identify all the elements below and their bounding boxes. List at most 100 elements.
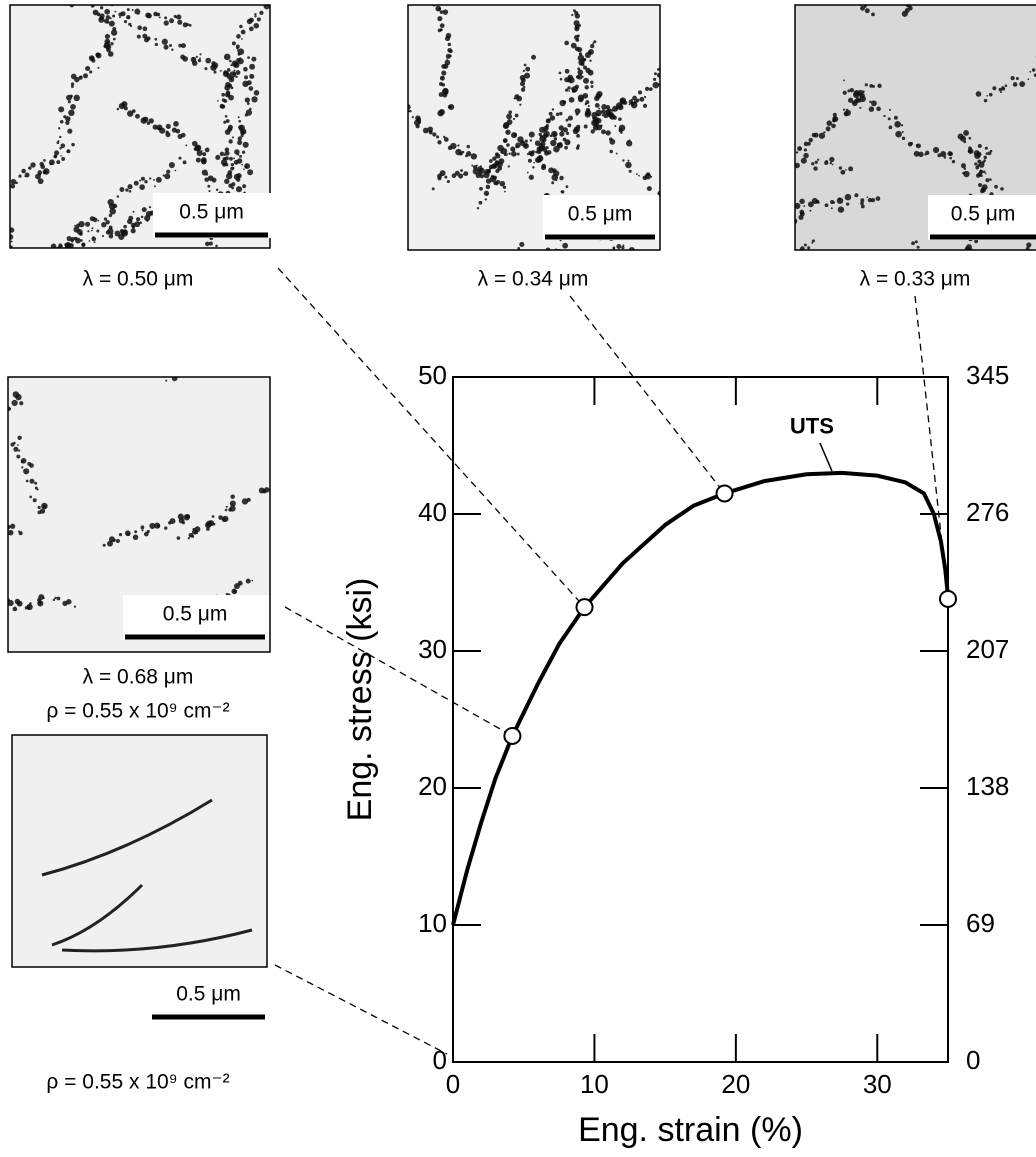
dislocation-cell-wall: [723, 234, 727, 238]
dislocation-cell-wall: [202, 152, 207, 157]
dislocation-cell-wall: [187, 537, 190, 540]
dislocation-cell-wall: [916, 245, 920, 249]
dislocation-cell-wall: [738, 161, 742, 165]
dislocation-cell-wall: [803, 152, 809, 159]
dislocation-cell-wall: [446, 341, 452, 347]
dislocation-cell-wall: [735, 328, 741, 334]
dislocation-cell-wall: [68, 250, 70, 252]
micrograph-border: [11, 734, 268, 968]
marker: [575, 598, 594, 617]
dislocation-cell-wall: [236, 153, 240, 156]
dislocation-cell-wall: [413, 333, 416, 336]
dislocation-cell-wall: [797, 315, 802, 320]
dislocation-cell-wall: [108, 213, 113, 218]
dislocation-cell-wall: [743, 232, 747, 236]
dislocation-cell-wall: [568, 97, 575, 103]
dislocation-cell-wall: [587, 104, 590, 108]
dislocation-cell-wall: [249, 63, 256, 70]
dislocation-cell-wall: [214, 252, 219, 257]
dislocation-cell-wall: [837, 206, 845, 213]
micrograph-texture: [297, 5, 660, 347]
dislocation-cell-wall: [134, 530, 138, 534]
x-tick-label: 30: [863, 1069, 892, 1099]
dislocation-cell-wall: [395, 100, 400, 105]
dislocation-cell-wall: [562, 242, 569, 249]
dislocation-cell-wall: [3, 403, 5, 405]
dislocation-cell-wall: [798, 297, 803, 302]
dislocation-cell-wall: [177, 513, 184, 520]
dislocation-cell-wall: [551, 181, 555, 185]
dislocation-cell-wall: [553, 132, 557, 137]
dislocation-cell-wall: [567, 115, 573, 121]
dislocation-cell-wall: [37, 600, 44, 607]
dislocation-cell-wall: [204, 177, 209, 182]
y-tick-label: 10: [418, 908, 447, 938]
dislocation-cell-wall: [65, 120, 70, 125]
dislocation-cell-wall: [567, 86, 571, 90]
dislocation-cell-wall: [1027, 78, 1030, 81]
dislocation-cell-wall: [842, 90, 847, 95]
dislocation-cell-wall: [792, 369, 797, 374]
dislocation-cell-wall: [119, 228, 125, 234]
dislocation-cell-wall: [259, 10, 264, 16]
scale-box: [543, 195, 659, 240]
dislocation-cell-wall: [415, 115, 421, 121]
dislocation-cell-wall: [60, 143, 66, 149]
dislocation-cell-wall: [225, 90, 231, 96]
dislocation-cell-wall: [444, 175, 448, 179]
dislocation-cell-wall: [670, 246, 675, 251]
dislocation-cell-wall: [237, 116, 240, 119]
dislocation-cell-wall: [687, 252, 691, 256]
dislocation-cell-wall: [443, 135, 446, 139]
dislocation-cell-wall: [519, 241, 525, 248]
dislocation-cell-wall: [738, 236, 744, 242]
dislocation-cell-wall: [192, 57, 195, 60]
dislocation-cell-wall: [949, 151, 953, 156]
dislocation-cell-wall: [127, 184, 133, 190]
dislocation-cell-wall: [158, 16, 161, 19]
dislocation-cell-wall: [950, 367, 956, 373]
dislocation-cell-wall: [1004, 84, 1008, 87]
dislocation-cell-wall: [577, 67, 581, 71]
dislocation-cell-wall: [570, 42, 577, 49]
dislocation-cell-wall: [70, 237, 75, 242]
dislocation-cell-wall: [103, 0, 106, 2]
dislocation-cell-wall: [501, 294, 503, 296]
dislocation-cell-wall: [517, 247, 521, 250]
dislocation-cell-wall: [240, 29, 246, 35]
micrograph-background: [12, 735, 267, 967]
dislocation-cell-wall: [297, 216, 303, 222]
dislocation-cell-wall: [730, 343, 732, 345]
dislocation-cell-wall: [70, 104, 76, 110]
dislocation-cell-wall: [108, 203, 116, 210]
dislocation-cell-wall: [732, 332, 736, 336]
dislocation-cell-wall: [907, 141, 913, 147]
dislocation-cell-wall: [10, 183, 16, 189]
dislocation-cell-wall: [441, 70, 447, 76]
dislocation-cell-wall: [431, 187, 435, 191]
dislocation-cell-wall: [213, 70, 217, 74]
dislocation-cell-wall: [696, 153, 698, 155]
dislocation-cell-wall: [583, 124, 588, 129]
dislocation-cell-wall: [650, 175, 653, 178]
dislocation-cell-wall: [985, 152, 989, 155]
dislocation-cell-wall: [67, 100, 71, 104]
dislocation-cell-wall: [306, 473, 310, 477]
dislocation-cell-wall: [196, 307, 199, 310]
dislocation-cell-wall: [47, 253, 51, 257]
dislocation-cell-wall: [102, 543, 106, 547]
dislocation-cell-wall: [775, 223, 779, 227]
dislocation-cell-wall: [571, 88, 576, 93]
dislocation-cell-wall: [779, 196, 784, 201]
dislocation-cell-wall: [968, 136, 972, 140]
dislocation-cell-wall: [806, 280, 812, 286]
dislocation-cell-wall: [461, 150, 465, 154]
dislocation-cell-wall: [328, 452, 333, 457]
dislocation-cell-wall: [39, 256, 43, 260]
dislocation-cell-wall: [193, 313, 199, 319]
dislocation-cell-wall: [639, 96, 645, 102]
dislocation-cell-wall: [89, 216, 95, 222]
dislocation-cell-wall: [469, 325, 475, 331]
dislocation-cell-wall: [207, 175, 214, 181]
dislocation-cell-wall: [129, 24, 133, 28]
